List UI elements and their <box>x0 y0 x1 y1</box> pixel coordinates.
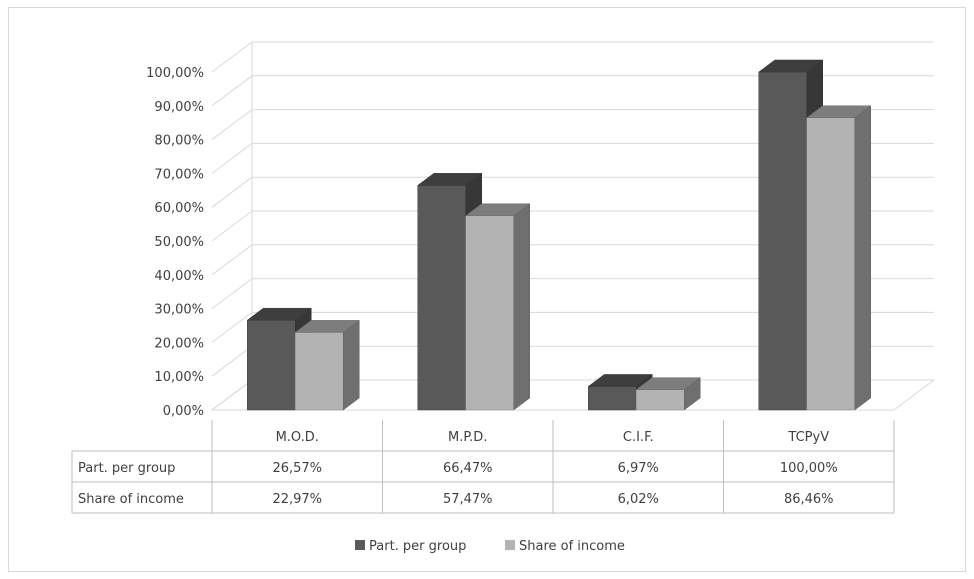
data-label: 100,00% <box>780 461 838 476</box>
y-tick-label: 90,00% <box>154 100 204 115</box>
bar-side <box>513 203 530 411</box>
data-label: 22,97% <box>272 492 322 507</box>
data-label: 86,46% <box>784 492 834 507</box>
gridline-side <box>211 41 253 73</box>
bar-share-of-income <box>635 377 701 411</box>
gridline-side <box>211 176 253 208</box>
y-tick-label: 0,00% <box>163 404 204 419</box>
legend-swatch <box>505 540 515 550</box>
chart-frame <box>8 7 966 572</box>
bar-front <box>588 386 637 411</box>
data-label: 66,47% <box>443 461 493 476</box>
bar-front <box>758 71 807 411</box>
bar-front <box>465 215 514 411</box>
legend-swatch <box>355 540 365 550</box>
legend-label: Part. per group <box>369 539 466 554</box>
bar-front <box>417 185 466 411</box>
gridline-side <box>211 379 253 411</box>
gridline-side <box>211 345 253 377</box>
data-label: 57,47% <box>443 492 493 507</box>
y-tick-label: 10,00% <box>154 370 204 385</box>
gridline-side <box>211 75 253 107</box>
bar-side <box>684 377 701 411</box>
bar-front <box>247 319 296 411</box>
bars <box>246 59 872 411</box>
bar-share-of-income <box>806 105 872 411</box>
data-table: M.O.D. M.P.D. C.I.F. TCPyV Part. per group 26… <box>71 420 895 514</box>
category-label: C.I.F. <box>623 430 654 445</box>
gridline-side <box>211 142 253 174</box>
y-tick-label: 50,00% <box>154 235 204 250</box>
y-tick-label: 70,00% <box>154 167 204 182</box>
legend: Part. per group Share of income <box>355 539 625 554</box>
bar-front <box>806 117 855 411</box>
bar-share-of-income <box>465 203 531 411</box>
gridline-side <box>211 244 253 276</box>
bar-front <box>295 332 344 411</box>
gridline-side <box>211 311 253 343</box>
data-label: 6,97% <box>618 461 659 476</box>
data-label: 6,02% <box>618 492 659 507</box>
table-row-label: Share of income <box>78 492 184 507</box>
legend-label: Share of income <box>519 539 625 554</box>
category-label: M.O.D. <box>276 430 319 445</box>
y-axis-ticks: 0,00% 10,00% 20,00% 30,00% 40,00% 50,00% 60,00… <box>146 66 204 419</box>
y-tick-label: 40,00% <box>154 269 204 284</box>
bar-front <box>636 389 685 411</box>
table-row-label: Part. per group <box>78 461 175 476</box>
y-tick-label: 100,00% <box>146 66 204 81</box>
gridline-side <box>211 109 253 141</box>
category-label: TCPyV <box>787 430 829 445</box>
gridline-side <box>211 210 253 242</box>
y-tick-label: 80,00% <box>154 134 204 149</box>
category-label: M.P.D. <box>448 430 487 445</box>
bar-side <box>854 105 871 411</box>
bar-side <box>343 319 360 411</box>
y-tick-label: 30,00% <box>154 303 204 318</box>
y-tick-label: 60,00% <box>154 201 204 216</box>
bar-share-of-income <box>294 319 360 411</box>
data-label: 26,57% <box>272 461 322 476</box>
y-tick-label: 20,00% <box>154 336 204 351</box>
gridline-side <box>211 278 253 310</box>
